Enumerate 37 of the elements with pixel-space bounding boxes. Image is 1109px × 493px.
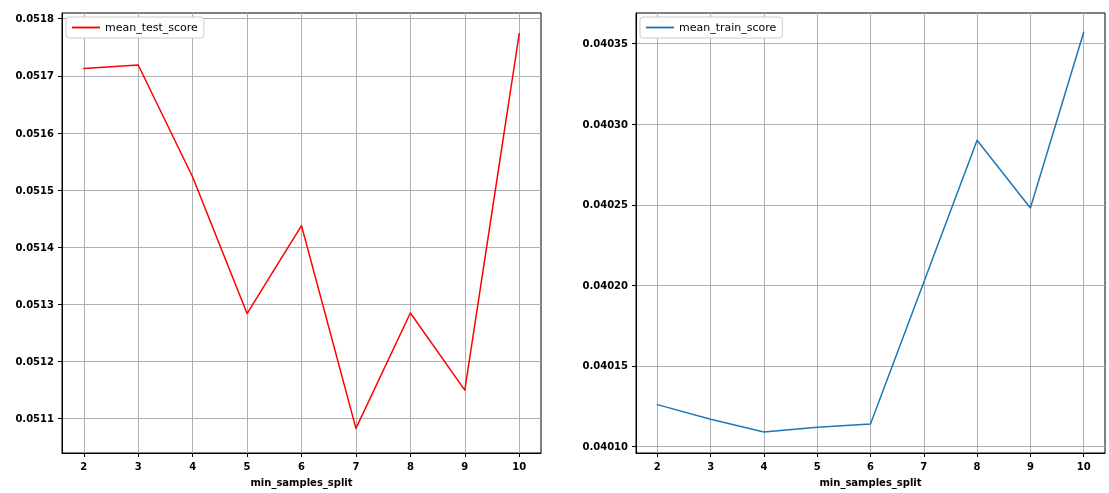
x-tick-label: 7 <box>920 460 928 472</box>
x-axis-title: min_samples_split <box>819 476 922 489</box>
y-tick-label: 0.0514 <box>15 241 55 253</box>
line-series <box>83 32 520 430</box>
y-tick-label: 0.04035 <box>582 38 629 50</box>
y-tick-label: 0.0517 <box>15 70 55 82</box>
y-tick-label: 0.04010 <box>582 441 629 453</box>
y-tick-label: 0.0515 <box>15 184 55 196</box>
x-tick-label: 3 <box>134 460 142 472</box>
x-tick-label: 6 <box>298 460 306 472</box>
x-tick-label: 9 <box>1026 460 1034 472</box>
x-tick-label: 7 <box>352 460 360 472</box>
y-tick-label: 0.0513 <box>15 298 55 310</box>
y-tick-label: 0.0511 <box>15 413 55 425</box>
x-tick-label: 5 <box>813 460 821 472</box>
x-tick-label: 9 <box>461 460 469 472</box>
y-tick-label: 0.04030 <box>582 118 629 130</box>
y-tick-label: 0.0518 <box>15 13 55 25</box>
y-tick-label: 0.0516 <box>15 127 55 139</box>
legend-label: mean_train_score <box>679 21 777 34</box>
x-tick-label: 5 <box>243 460 251 472</box>
y-tick-label: 0.04020 <box>582 279 629 291</box>
x-tick-label: 4 <box>760 460 768 472</box>
x-tick-label: 10 <box>512 460 527 472</box>
y-tick-label: 0.04015 <box>582 360 629 372</box>
x-tick-label: 10 <box>1076 460 1091 472</box>
x-tick-label: 8 <box>406 460 414 472</box>
x-tick-label: 8 <box>973 460 981 472</box>
y-tick-label: 0.04025 <box>582 199 629 211</box>
legend-label: mean_test_score <box>105 21 199 34</box>
x-tick-label: 6 <box>867 460 875 472</box>
y-tick-label: 0.0512 <box>15 356 55 368</box>
x-tick-label: 4 <box>189 460 197 472</box>
x-tick-label: 2 <box>653 460 661 472</box>
x-axis-title: min_samples_split <box>250 476 353 489</box>
x-tick-label: 3 <box>707 460 715 472</box>
x-tick-label: 2 <box>80 460 88 472</box>
